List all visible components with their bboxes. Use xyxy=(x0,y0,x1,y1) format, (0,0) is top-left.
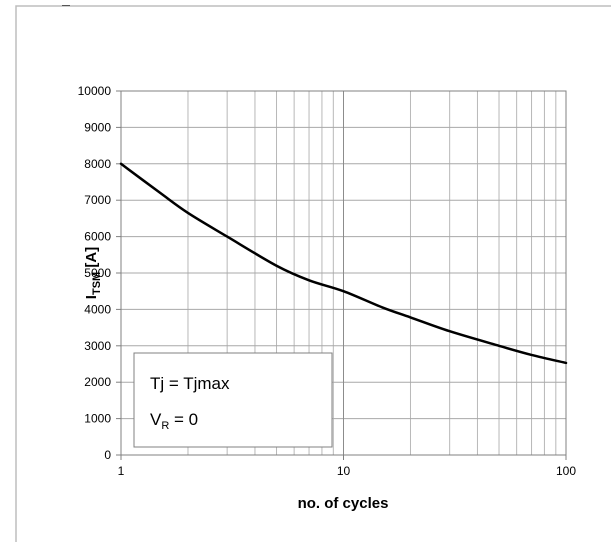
y-axis-title-sub: TSM xyxy=(91,272,103,295)
annotation-tj: Tj = Tjmax xyxy=(150,374,230,393)
annotation-vr: VR = 0 xyxy=(150,410,198,432)
y-tick-label: 5000 xyxy=(84,266,111,280)
y-tick-label: 7000 xyxy=(84,193,111,207)
series-line-itsm xyxy=(119,162,568,365)
y-tick-label: 4000 xyxy=(84,302,111,316)
y-tick-label: 9000 xyxy=(84,120,111,134)
y-tick-label: 1000 xyxy=(84,412,111,426)
y-tick-label: 10000 xyxy=(78,84,112,98)
y-tick-label: 0 xyxy=(104,448,111,462)
x-axis-ticks: 1 10 100 xyxy=(118,455,576,478)
y-axis-title: ITSM [A] xyxy=(83,247,103,299)
annotation-vr-rest: = 0 xyxy=(169,410,198,429)
y-axis-title-unit: [A] xyxy=(83,247,100,272)
annotation-vr-main: V xyxy=(150,410,162,429)
y-tick-label: 8000 xyxy=(84,157,111,171)
x-tick-label: 1 xyxy=(118,464,125,478)
x-tick-label: 10 xyxy=(337,464,351,478)
x-axis-title: no. of cycles xyxy=(298,495,389,512)
legend-frame xyxy=(133,352,333,448)
y-axis-ticks: 0 1000 2000 3000 4000 5000 6000 7000 8000 9000 100… xyxy=(78,84,121,462)
y-tick-label: 2000 xyxy=(84,375,111,389)
x-tick-label: 100 xyxy=(556,464,576,478)
outer-frame xyxy=(15,5,611,542)
annotation-vr-sub: R xyxy=(161,420,169,432)
legend-box: Tj = Tjmax VR = 0 xyxy=(133,352,333,448)
y-axis-title-main: I xyxy=(83,295,100,299)
y-tick-label: 6000 xyxy=(84,230,111,244)
y-tick-label: 3000 xyxy=(84,339,111,353)
